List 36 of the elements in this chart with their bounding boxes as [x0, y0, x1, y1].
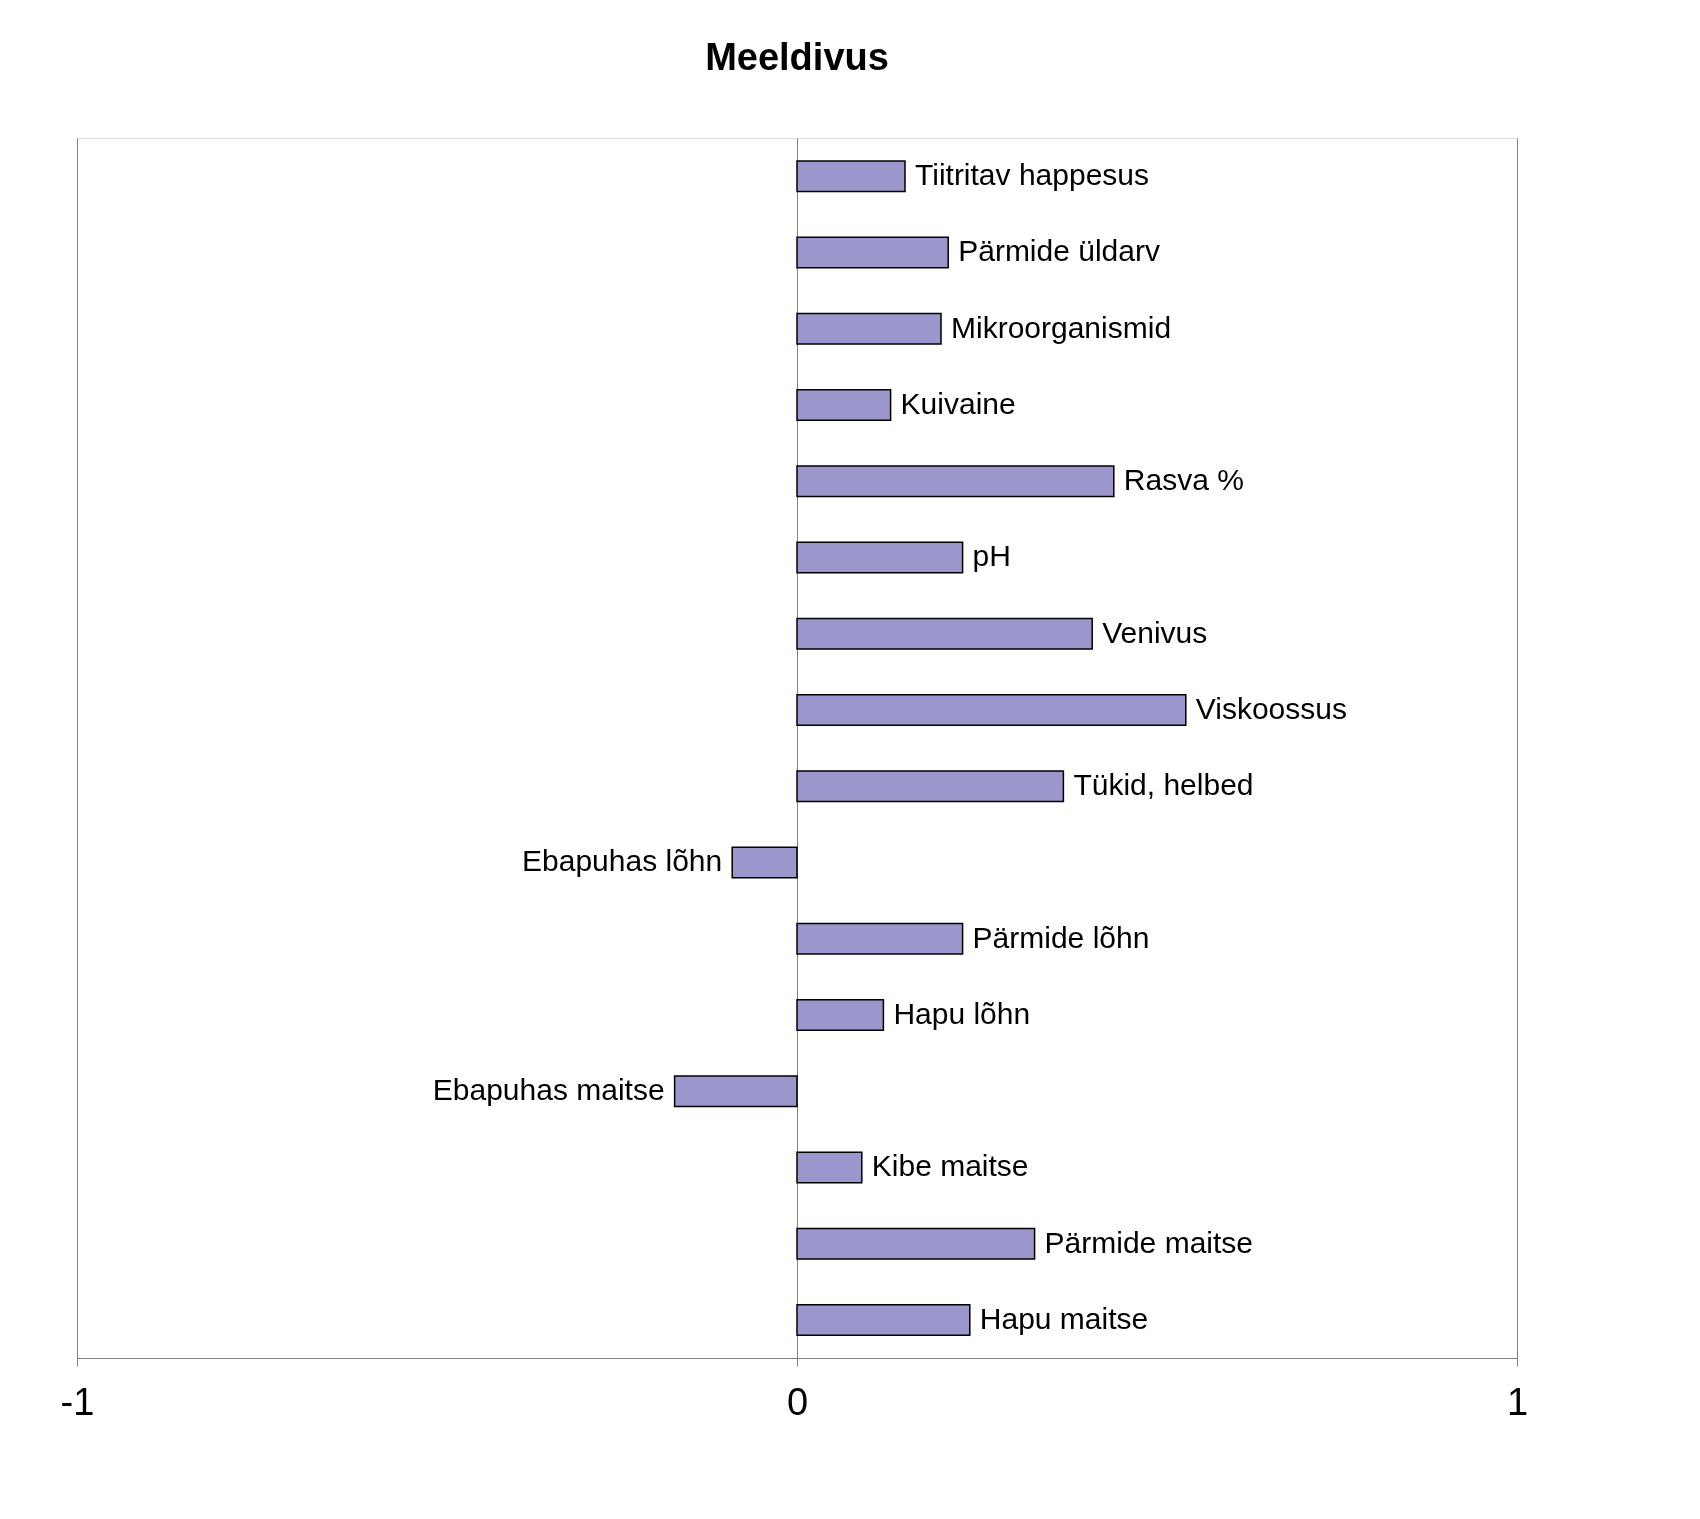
bar [796, 770, 1065, 803]
y-tick-label: Pärmide maitse [1044, 1225, 1254, 1259]
bar [673, 1075, 798, 1108]
y-tick-label: Hapu lõhn [893, 996, 1031, 1030]
bar [796, 1227, 1036, 1260]
y-tick-label: Pärmide üldarv [958, 234, 1160, 268]
bar [796, 388, 892, 421]
y-tick-label: Mikroorganismid [951, 310, 1172, 344]
bar [796, 236, 949, 269]
y-tick-label: Tiitritav happesus [915, 158, 1149, 192]
x-tick-label: 0 [786, 1380, 809, 1423]
y-tick-label: Hapu maitse [979, 1301, 1149, 1335]
y-tick-label: Ebapuhas lõhn [522, 844, 723, 878]
bar [796, 693, 1187, 726]
y-tick-label: Ebapuhas maitse [432, 1073, 665, 1107]
bar [796, 998, 885, 1031]
y-tick-label: Pärmide lõhn [972, 920, 1150, 954]
bar [796, 617, 1093, 650]
x-tick-label: -1 [60, 1380, 95, 1423]
y-tick-label: Venivus [1102, 615, 1208, 649]
y-tick-label: Kuivaine [900, 386, 1016, 420]
bar [796, 922, 964, 955]
y-tick-label: Kibe maitse [871, 1149, 1029, 1183]
bar [796, 465, 1115, 498]
bar [796, 1303, 971, 1336]
x-tick-label: 1 [1506, 1380, 1529, 1423]
bar [796, 160, 906, 193]
chart-title: Meeldivus [705, 36, 889, 78]
bar [796, 541, 964, 574]
bar [796, 1151, 863, 1184]
bar [731, 846, 798, 879]
y-tick-label: Rasva % [1123, 463, 1244, 497]
y-tick-label: Tükid, helbed [1073, 768, 1254, 802]
y-tick-label: pH [972, 539, 1011, 573]
y-tick-label: Viskoossus [1195, 691, 1347, 725]
bar [796, 312, 942, 345]
